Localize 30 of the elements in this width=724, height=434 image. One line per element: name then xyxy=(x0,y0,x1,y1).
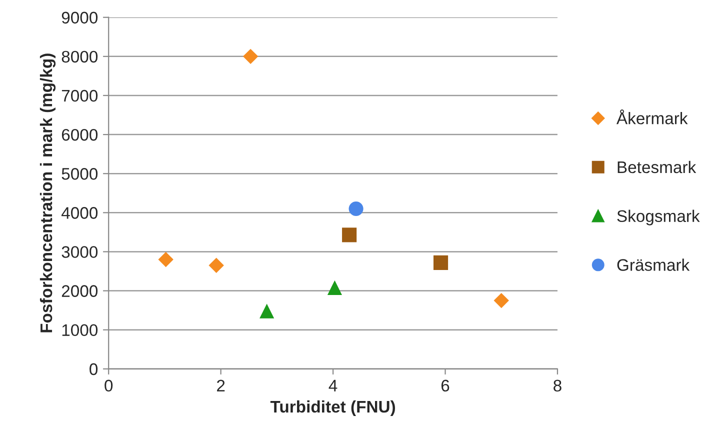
y-tick-label: 4000 xyxy=(61,207,98,219)
point xyxy=(433,255,448,270)
y-tick-label: 7000 xyxy=(62,90,98,102)
x-tick-label: 6 xyxy=(441,380,450,392)
y-tick-label: 1000 xyxy=(62,324,98,336)
y-tick-label: 0 xyxy=(90,363,98,376)
point xyxy=(208,258,224,273)
x-tick-label: 2 xyxy=(217,380,225,392)
x-tick-label: 8 xyxy=(554,380,562,392)
legend-label: Skogsmark xyxy=(617,210,700,226)
point xyxy=(342,228,357,242)
x-tick-label: 4 xyxy=(328,380,338,392)
legend-label: Åkermark xyxy=(616,110,688,124)
y-tick-label: 2000 xyxy=(62,285,98,297)
y-tick-label: 3000 xyxy=(62,246,98,258)
legend-label: Gräsmark xyxy=(617,258,690,271)
y-axis-title: Fosforkoncentration i mark (mg/kg) xyxy=(40,54,56,332)
x-tick-label: 0 xyxy=(104,380,113,392)
y-tick-label: 9000 xyxy=(62,12,98,24)
point xyxy=(242,48,258,64)
point xyxy=(260,304,274,318)
point xyxy=(327,280,342,295)
point xyxy=(158,252,174,268)
x-axis-title: Turbiditet (FNU) xyxy=(270,400,396,416)
y-tick-label: 6000 xyxy=(62,128,98,141)
y-tick-label: 8000 xyxy=(62,50,98,63)
point xyxy=(494,292,509,308)
legend-label: Betesmark xyxy=(618,160,696,174)
y-tick-label: 5000 xyxy=(62,168,98,180)
point xyxy=(348,201,364,216)
